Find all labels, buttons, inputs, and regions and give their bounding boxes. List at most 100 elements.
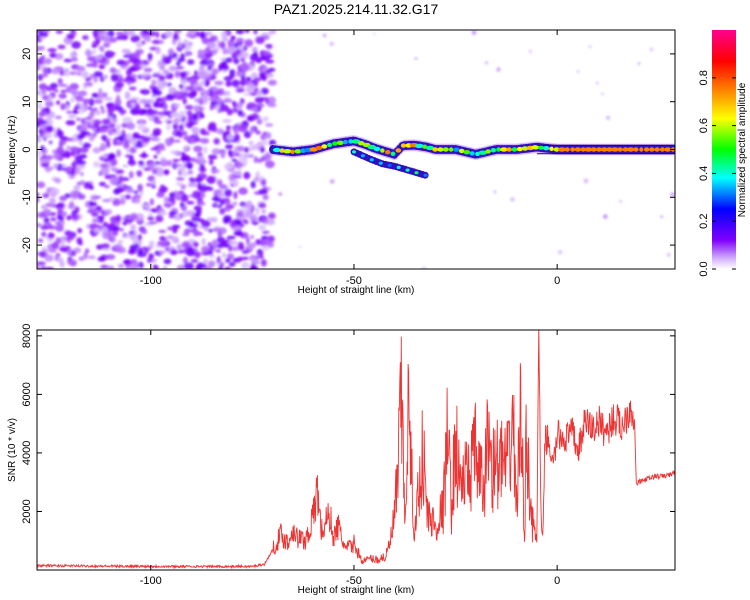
noise-speck	[149, 109, 158, 116]
noise-speck	[98, 46, 104, 50]
noise-speck	[102, 43, 111, 48]
noise-speck	[222, 46, 227, 55]
noise-speck	[179, 166, 186, 173]
noise-speck	[71, 41, 81, 49]
noise-speck	[66, 251, 73, 255]
noise-speck	[159, 184, 165, 191]
noise-speck	[259, 176, 265, 180]
noise-speck	[211, 239, 218, 248]
noise-speck	[158, 229, 167, 233]
noise-speck	[106, 102, 115, 108]
noise-speck	[226, 108, 233, 116]
noise-speck	[184, 262, 194, 269]
noise-speck	[225, 80, 232, 87]
noise-speck	[223, 215, 232, 223]
noise-speck	[69, 146, 79, 153]
noise-speck	[232, 107, 239, 113]
ridge-core	[649, 147, 655, 152]
noise-speck	[127, 79, 132, 86]
noise-speck	[93, 99, 103, 104]
noise-speck	[235, 30, 245, 35]
noise-speck	[99, 142, 107, 151]
noise-speck	[187, 91, 196, 99]
noise-speck	[217, 192, 225, 199]
noise-speck	[128, 86, 137, 91]
noise-speck	[166, 159, 173, 167]
noise-speck	[37, 181, 46, 189]
noise-speck	[179, 83, 184, 90]
colorbar-tick-label: 0.0	[698, 261, 710, 276]
noise-speck	[260, 133, 267, 141]
noise-speck	[95, 205, 103, 212]
noise-speck	[48, 249, 57, 253]
noise-speck	[147, 116, 155, 122]
noise-speck	[255, 171, 260, 179]
ridge-core	[395, 148, 402, 153]
noise-speck	[188, 177, 195, 182]
noise-speck	[265, 43, 273, 50]
secondary-ridge-core	[396, 165, 401, 169]
noise-speck	[153, 137, 161, 142]
noise-speck	[37, 192, 40, 197]
noise-speck	[147, 221, 158, 225]
noise-speck	[186, 248, 195, 257]
noise-speck	[66, 110, 73, 114]
noise-speck	[67, 259, 77, 266]
noise-speck	[94, 110, 101, 116]
noise-speck	[243, 92, 251, 97]
noise-speck	[102, 198, 111, 203]
x-tick-label: -100	[140, 575, 162, 587]
noise-speck	[202, 49, 211, 54]
noise-speck	[183, 135, 190, 141]
noise-speck	[167, 226, 174, 231]
noise-speck	[113, 188, 121, 195]
noise-speck	[138, 160, 145, 166]
noise-speck	[228, 262, 236, 267]
noise-speck	[227, 240, 238, 245]
noise-speck	[267, 103, 277, 108]
noise-speck	[66, 232, 74, 238]
noise-speck	[82, 142, 92, 149]
noise-speck	[124, 91, 131, 100]
noise-speck	[193, 137, 202, 143]
noise-speck	[86, 56, 96, 62]
noise-speck	[220, 31, 228, 39]
noise-speck	[588, 45, 592, 48]
noise-speck	[57, 215, 65, 222]
snr-y-label: SNR (10 * v/v)	[7, 418, 18, 482]
noise-speck	[155, 31, 160, 38]
noise-speck	[184, 50, 189, 57]
noise-speck	[268, 212, 276, 220]
noise-speck	[201, 251, 210, 256]
noise-speck	[217, 227, 227, 235]
noise-speck	[114, 243, 123, 250]
noise-speck	[55, 224, 64, 232]
y-tick-label: 4000	[21, 441, 33, 465]
noise-speck	[137, 248, 143, 255]
ridge-core	[499, 147, 508, 152]
noise-speck	[60, 89, 67, 93]
noise-speck	[196, 182, 203, 190]
noise-speck	[151, 258, 158, 263]
noise-speck	[71, 214, 80, 221]
noise-speck	[78, 256, 85, 261]
ridge-core	[543, 146, 550, 151]
noise-speck	[211, 196, 221, 201]
noise-speck	[198, 156, 206, 165]
noise-speck	[37, 197, 40, 203]
ridge-core	[600, 147, 609, 152]
noise-speck	[157, 60, 165, 68]
noise-speck	[186, 110, 193, 117]
noise-speck	[115, 31, 124, 36]
noise-speck	[496, 67, 501, 72]
noise-speck	[84, 248, 90, 254]
spectrogram-y-label: Frequency (Hz)	[7, 116, 18, 185]
noise-speck	[222, 199, 231, 205]
noise-speck	[190, 258, 199, 263]
y-tick-label: 20	[21, 48, 33, 60]
noise-speck	[186, 200, 195, 205]
ridge-core	[516, 146, 523, 152]
noise-speck	[37, 261, 46, 266]
noise-speck	[212, 202, 218, 208]
